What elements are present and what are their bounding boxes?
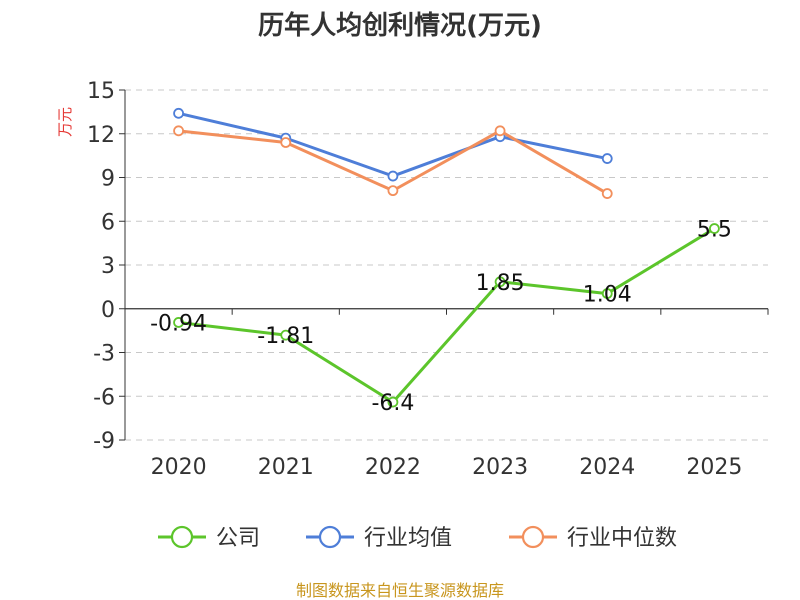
series-line [178, 227, 716, 404]
y-tick-label: 3 [101, 254, 115, 279]
y-tick-label: -6 [93, 385, 115, 410]
x-tick-label: 2023 [472, 455, 528, 480]
y-tick-label: -9 [93, 429, 115, 454]
data-point [494, 125, 506, 137]
legend-label: 行业中位数 [567, 526, 677, 551]
data-point [494, 276, 506, 288]
data-point [387, 185, 399, 197]
y-tick-label: 9 [101, 167, 115, 192]
data-point [601, 153, 613, 164]
source-note: 制图数据来自恒生聚源数据库 [296, 581, 504, 600]
y-axis-label: 万元 [56, 107, 74, 137]
series-line [178, 129, 609, 195]
data-label: 1.85 [476, 271, 525, 296]
legend-marker [170, 525, 194, 549]
data-point [601, 288, 613, 299]
data-point [280, 137, 292, 148]
x-tick-label: 2024 [579, 455, 635, 480]
legend-label: 公司 [216, 526, 260, 551]
data-label: -1.81 [257, 324, 314, 349]
data-label: -0.94 [150, 311, 207, 336]
y-tick-label: -3 [93, 342, 115, 367]
data-label: -6.4 [371, 391, 414, 416]
y-tick-label: 0 [101, 298, 115, 323]
axes: 15 12 9 6 3 0 -3 -6 -9 2020 2021 2022 2023 2024 2025 [87, 79, 769, 480]
x-tick-label: 2021 [258, 455, 314, 480]
data-point [173, 317, 184, 328]
data-point [173, 107, 184, 119]
legend-marker [521, 525, 545, 549]
data-point [387, 170, 399, 182]
data-label: 1.04 [583, 283, 632, 308]
data-label: 5.5 [697, 218, 732, 243]
data-point [280, 329, 292, 341]
y-tick-label: 12 [87, 123, 115, 148]
data-point [387, 396, 399, 408]
series-line [178, 111, 608, 178]
x-tick-label: 2022 [365, 455, 421, 480]
legend: 公司 行业均值 行业中位数 [158, 525, 677, 551]
legend-label: 行业均值 [364, 526, 452, 551]
y-tick-label: 15 [87, 79, 115, 104]
data-point [709, 223, 720, 234]
legend-marker [318, 525, 342, 549]
data-labels: -0.94 -1.81 -6.4 1.85 1.04 5.5 [150, 218, 732, 417]
data-point [601, 188, 613, 199]
y-tick-label: 6 [101, 210, 115, 235]
series-layer [173, 107, 720, 408]
x-tick-label: 2025 [686, 455, 742, 480]
grid-lines [125, 89, 768, 441]
chart-title: 历年人均创利情况(万元) [258, 10, 542, 41]
x-tick-label: 2020 [151, 455, 207, 480]
data-point [173, 125, 184, 137]
